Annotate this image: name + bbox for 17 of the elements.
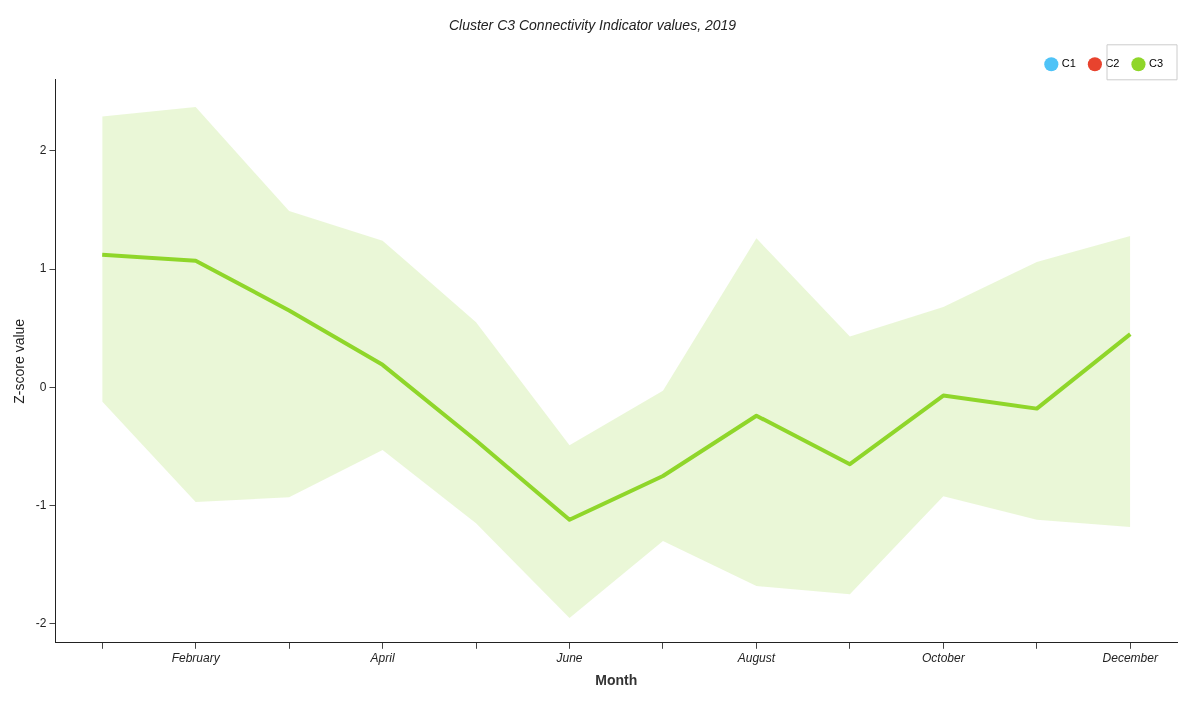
legend-label: C3 (1148, 57, 1163, 70)
legend-label: C2 (1105, 57, 1120, 70)
x-axis-title: Month (595, 672, 638, 689)
y-tick-label: 0 (39, 379, 47, 394)
x-tick-label: October (922, 651, 966, 666)
chart-title: Cluster C3 Connectivity Indicator values, 2019 (448, 17, 737, 34)
x-tick-label: April (369, 651, 395, 666)
y-tick-label: -1 (35, 497, 47, 512)
x-tick-label: December (1102, 651, 1159, 666)
y-tick-label: 1 (39, 261, 47, 276)
legend-label: C1 (1061, 57, 1076, 70)
x-tick-label: June (555, 651, 583, 666)
x-tick-label: February (171, 651, 221, 666)
x-tick-label: August (736, 651, 776, 666)
y-axis-title: Z-score value (11, 318, 28, 404)
y-tick-label: 2 (39, 143, 47, 158)
y-tick-label: -2 (35, 616, 47, 631)
